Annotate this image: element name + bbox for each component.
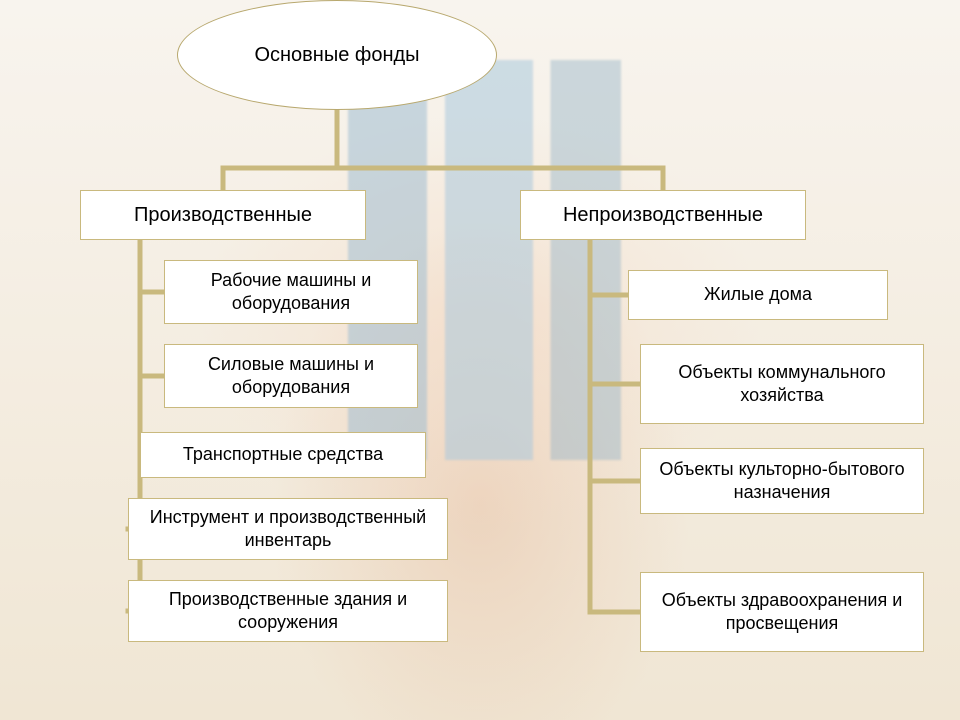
child-box-0-1-label: Силовые машины и оборудования	[179, 353, 403, 400]
child-box-1-2: Объекты культорно-бытового назначения	[640, 448, 924, 514]
branch-box-0: Производственные	[80, 190, 366, 240]
child-box-1-1: Объекты коммунального хозяйства	[640, 344, 924, 424]
root-node-label: Основные фонды	[254, 42, 419, 68]
child-box-0-1: Силовые машины и оборудования	[164, 344, 418, 408]
child-box-0-3: Инструмент и производственный инвентарь	[128, 498, 448, 560]
child-box-0-0: Рабочие машины и оборудования	[164, 260, 418, 324]
branch-box-1: Непроизводственные	[520, 190, 806, 240]
child-box-0-4: Производственные здания и сооружения	[128, 580, 448, 642]
child-box-1-1-label: Объекты коммунального хозяйства	[655, 361, 909, 408]
child-box-1-0: Жилые дома	[628, 270, 888, 320]
branch-box-0-label: Производственные	[134, 202, 312, 228]
child-box-0-0-label: Рабочие машины и оборудования	[179, 269, 403, 316]
child-box-0-3-label: Инструмент и производственный инвентарь	[143, 506, 433, 553]
child-box-0-2-label: Транспортные средства	[183, 443, 383, 466]
root-node: Основные фонды	[177, 0, 497, 110]
branch-box-1-label: Непроизводственные	[563, 202, 763, 228]
child-box-0-2: Транспортные средства	[140, 432, 426, 478]
child-box-0-4-label: Производственные здания и сооружения	[143, 588, 433, 635]
child-box-1-3-label: Объекты здравоохранения и просвещения	[655, 589, 909, 636]
child-box-1-2-label: Объекты культорно-бытового назначения	[655, 458, 909, 505]
child-box-1-3: Объекты здравоохранения и просвещения	[640, 572, 924, 652]
child-box-1-0-label: Жилые дома	[704, 283, 812, 306]
